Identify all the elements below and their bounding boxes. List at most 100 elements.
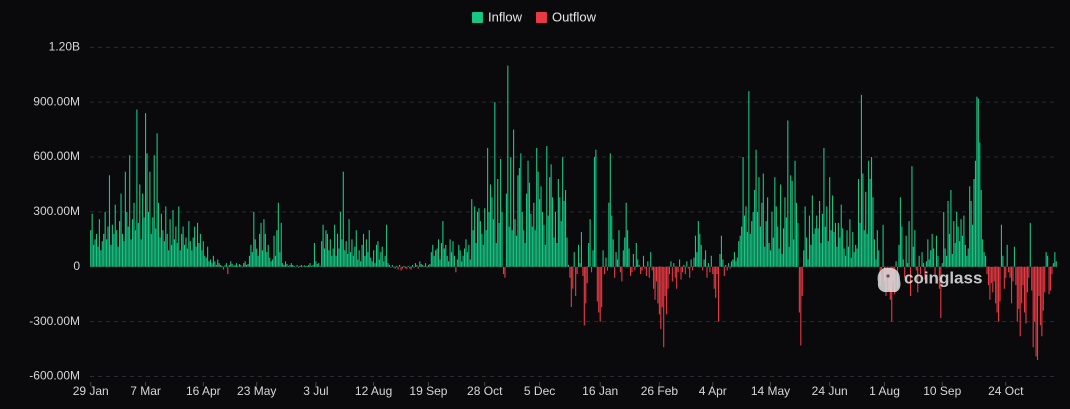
bar — [361, 244, 363, 267]
bar — [508, 226, 510, 267]
legend-swatch[interactable] — [472, 12, 483, 23]
bar — [660, 266, 662, 329]
bar — [836, 246, 838, 267]
bar — [830, 230, 832, 267]
bar — [1026, 266, 1028, 293]
bar — [1044, 266, 1046, 293]
bar — [143, 217, 145, 267]
bar — [914, 230, 916, 267]
x-tick-label: 5 Dec — [524, 384, 555, 398]
bar — [752, 211, 754, 267]
bar — [629, 266, 632, 276]
bar — [264, 233, 266, 267]
bar — [329, 239, 331, 267]
bar — [215, 264, 217, 267]
bar — [422, 264, 424, 267]
bar — [858, 178, 860, 267]
bar — [399, 264, 401, 267]
bar — [580, 232, 582, 267]
bar — [310, 265, 313, 267]
bar — [686, 261, 688, 267]
bar — [198, 243, 200, 267]
bar — [432, 244, 434, 267]
bar — [967, 248, 969, 267]
bar — [765, 221, 767, 267]
bar — [578, 244, 580, 267]
bar — [566, 237, 568, 267]
bar — [273, 235, 275, 267]
bar — [670, 261, 672, 267]
bar — [891, 266, 893, 322]
bar — [615, 252, 617, 267]
bar — [166, 233, 168, 267]
bar — [909, 266, 912, 297]
bar — [169, 219, 171, 267]
bar — [176, 243, 178, 267]
bar — [869, 178, 871, 267]
bar — [661, 266, 663, 308]
bar — [563, 200, 565, 267]
bar — [318, 263, 320, 267]
bar — [585, 266, 587, 304]
bar — [658, 266, 660, 315]
x-tick-label: 24 Oct — [988, 384, 1024, 398]
bar — [912, 246, 914, 267]
bar — [700, 244, 702, 267]
bar — [299, 265, 301, 267]
bar — [515, 235, 518, 267]
bar — [312, 264, 314, 267]
bar — [341, 239, 343, 267]
bar — [995, 266, 997, 304]
bar — [196, 222, 199, 267]
bar — [531, 226, 533, 267]
bar — [780, 184, 782, 267]
legend-swatch[interactable] — [535, 12, 547, 23]
bar — [624, 237, 626, 267]
bar — [1003, 266, 1005, 289]
bar — [1036, 266, 1039, 361]
bar — [1021, 266, 1023, 304]
bar — [953, 221, 955, 267]
bar — [1029, 222, 1031, 267]
bar — [927, 239, 929, 267]
bar — [478, 208, 480, 267]
bar — [111, 224, 113, 267]
bar — [798, 266, 800, 313]
bar — [852, 232, 854, 267]
bar — [1041, 266, 1043, 337]
bar — [764, 246, 766, 267]
bar — [147, 211, 150, 267]
bar — [170, 244, 173, 267]
bar — [387, 263, 389, 267]
bar — [533, 202, 535, 267]
bar — [833, 232, 835, 267]
bar — [263, 219, 265, 267]
bar — [870, 157, 873, 267]
bar — [530, 213, 532, 267]
bar — [645, 266, 647, 276]
bar — [628, 248, 630, 267]
bar — [954, 243, 956, 267]
bar — [436, 248, 438, 267]
bar — [556, 243, 558, 267]
bar — [648, 266, 650, 278]
bar — [367, 252, 369, 267]
bar — [845, 255, 847, 267]
bar — [344, 250, 346, 267]
bar — [692, 266, 694, 271]
bar — [573, 252, 575, 267]
bar — [948, 233, 951, 267]
bar — [808, 215, 811, 267]
bar — [638, 264, 640, 267]
bar — [559, 197, 561, 267]
legend-label[interactable]: Inflow — [488, 9, 523, 24]
bar — [500, 158, 502, 267]
bar — [921, 252, 923, 267]
bar — [788, 246, 790, 267]
bar — [588, 243, 590, 267]
bar — [618, 230, 620, 267]
legend-label[interactable]: Outflow — [552, 9, 597, 24]
bar — [730, 261, 733, 267]
bar — [469, 259, 471, 267]
bar — [238, 264, 240, 267]
